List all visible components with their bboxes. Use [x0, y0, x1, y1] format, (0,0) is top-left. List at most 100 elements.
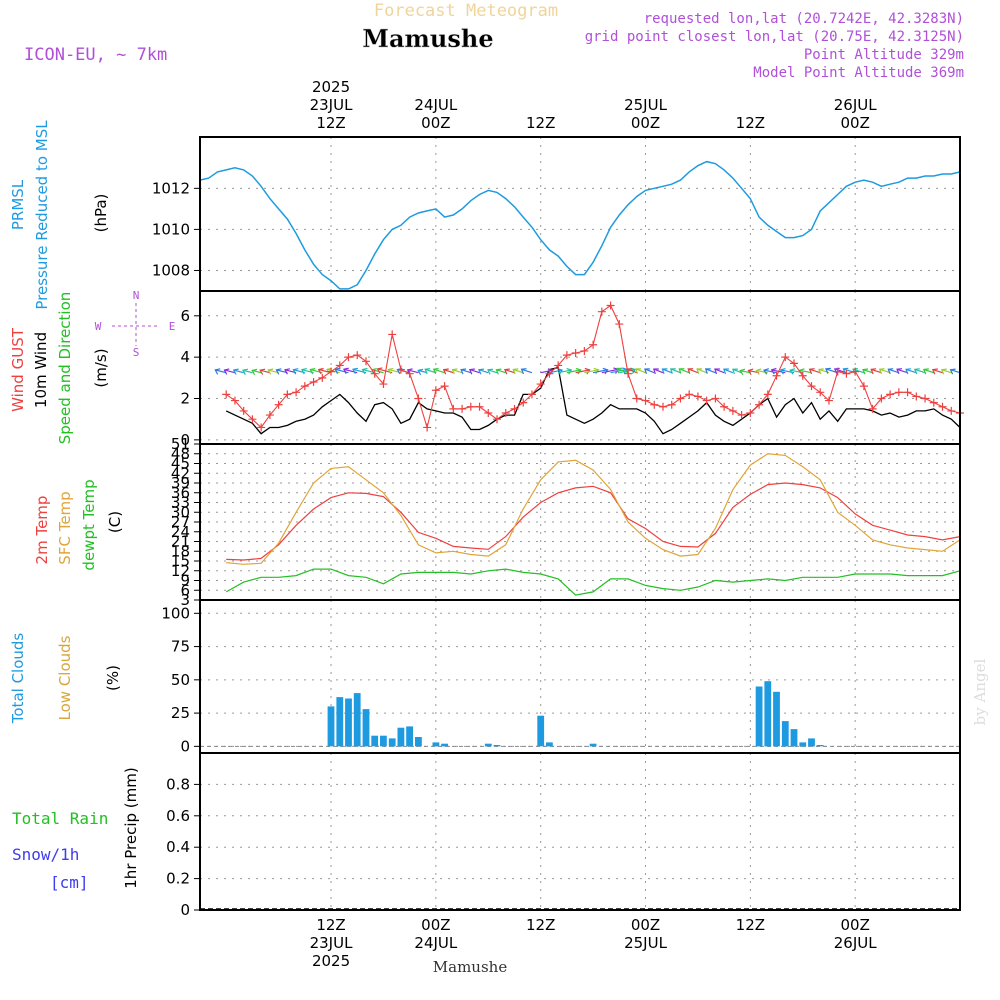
bottom-date-label-5: 26JUL	[834, 934, 877, 952]
wind-arrow-head-66	[789, 368, 796, 375]
gust-marker-74	[868, 404, 877, 413]
wind-arrow-head-39	[575, 367, 582, 375]
gust-marker-5	[265, 411, 274, 420]
gust-marker-77	[894, 388, 903, 397]
wind-direction-arrow-56	[705, 368, 716, 374]
wind-arrow-head-13	[326, 367, 333, 375]
gust-marker-8	[292, 388, 301, 397]
wind-direction-arrow-81	[923, 368, 934, 374]
temp-ytick-label-2: 9	[180, 572, 190, 590]
gust-marker-52	[676, 394, 685, 403]
plot-area: 1008101010120246369121518212427303336394…	[152, 78, 964, 970]
wind-direction-arrow-28	[460, 369, 471, 374]
wind-direction-arrow-33	[504, 369, 515, 374]
wind-arrow-head-26	[442, 368, 449, 375]
gust-marker-79	[912, 392, 921, 401]
gust-marker-71	[842, 369, 851, 378]
gust-label: Wind GUST	[9, 327, 27, 412]
product-title: Forecast Meteogram	[374, 1, 558, 21]
wind-direction-arrow-30	[478, 369, 489, 374]
precip-unit: 1hr Precip (mm)	[122, 767, 140, 888]
wind-direction-arrow-57	[714, 368, 725, 374]
temp-unit: (C)	[106, 511, 124, 533]
gust-marker-68	[816, 388, 825, 397]
gust-marker-73	[859, 382, 868, 391]
precip-labels: Total Rain Snow/1h [cm] 1hr Precip (mm)	[12, 767, 140, 892]
wind-direction-arrow-67	[799, 369, 812, 374]
gust-marker-3	[248, 415, 257, 424]
top-hour-label-4: 12Z	[736, 114, 765, 132]
wind-direction-arrow-74	[862, 369, 873, 374]
wind-direction-arrow-80	[914, 368, 926, 374]
wind-arrow-head-69	[818, 368, 824, 375]
wind-arrow-head-49	[644, 368, 650, 374]
temp-labels: 2m Temp SFC Temp dewpt Temp (C)	[33, 479, 124, 570]
snow-unit: [cm]	[50, 873, 89, 892]
cloud-bar-10	[415, 737, 422, 747]
direction-label: Speed and Direction	[56, 292, 74, 445]
gust-marker-31	[493, 415, 502, 424]
compass-e: E	[169, 320, 176, 333]
wind-direction-arrow-5	[260, 369, 271, 374]
bottom-date-label-0: 23JUL	[310, 934, 353, 952]
pressure-labels: PRMSL Pressure Reduced to MSL (hPa)	[9, 120, 110, 310]
gust-marker-49	[650, 400, 659, 409]
top-hour-label-3: 00Z	[631, 114, 660, 132]
wind-labels: Wind GUST 10m Wind Speed and Direction (…	[9, 289, 175, 444]
temp-ytick-label-9: 30	[171, 503, 190, 521]
wind-arrow-head-57	[714, 368, 720, 375]
gust-marker-26	[449, 404, 458, 413]
wind-arrow-head-7	[275, 368, 282, 375]
gust-marker-38	[554, 361, 563, 370]
wind-arrow-head-50	[652, 368, 659, 375]
wind-direction-arrow-79	[905, 368, 917, 374]
pressure-ytick-label-2: 1012	[152, 179, 190, 197]
cloud-bar-54	[799, 742, 807, 747]
wind-direction-arrow-6	[268, 369, 279, 374]
gust-marker-14	[344, 353, 353, 362]
gust-marker-34	[519, 398, 528, 407]
cloud-bar-6	[380, 735, 387, 747]
bottom-year-label-0: 2025	[312, 952, 350, 970]
wind-arrow-head-10	[301, 368, 307, 375]
bottom-date-label-1: 24JUL	[414, 934, 457, 952]
gust-marker-47	[632, 394, 641, 403]
gust-marker-66	[798, 371, 807, 380]
gust-marker-41	[580, 346, 589, 355]
gust-marker-54	[693, 392, 702, 401]
wind-direction-arrow-49	[644, 368, 655, 374]
wind-direction-arrow-77	[888, 368, 900, 374]
cloud-labels: Total Clouds Low Clouds (%)	[9, 633, 122, 725]
prmsl-label: PRMSL	[9, 179, 27, 230]
sfc-label: SFC Temp	[56, 491, 74, 564]
snow-label: Snow/1h	[12, 845, 79, 864]
wind-ytick-label-2: 4	[180, 348, 190, 366]
wind-ytick-label-3: 6	[180, 307, 190, 325]
cloud-bar-49	[755, 686, 763, 747]
cloud-bar-30	[589, 743, 597, 747]
grid-point-coords: grid point closest lon,lat (20.75E, 42.3…	[585, 29, 964, 45]
point-altitude: Point Altitude 329m	[804, 47, 964, 63]
wind-direction-arrow-31	[487, 369, 498, 374]
wind-arrow-head-11	[309, 368, 316, 375]
wind-direction-arrow-75	[870, 368, 882, 374]
panel-frame-4	[199, 752, 961, 911]
wind-direction-arrow-0	[215, 369, 227, 374]
compass-n: N	[133, 289, 140, 302]
precip-ytick-label-1: 0.2	[166, 870, 190, 888]
clouds-ytick-label-4: 100	[161, 604, 190, 622]
wind-direction-arrow-60	[740, 370, 751, 374]
model-altitude: Model Point Altitude 369m	[753, 65, 964, 81]
gust-marker-83	[947, 406, 956, 415]
wind-direction-arrow-55	[696, 368, 707, 374]
wind-arrow-head-83	[940, 368, 947, 375]
gust-marker-19	[388, 330, 397, 339]
wind-direction-arrow-54	[687, 368, 699, 374]
wind-arrow-head-4	[251, 368, 258, 376]
gust-marker-7	[283, 390, 292, 399]
wind-arrow-head-31	[487, 368, 494, 375]
cloud-bar-5	[371, 735, 379, 747]
wind-arrow-head-6	[267, 368, 274, 375]
wind-arrow-head-38	[566, 368, 573, 375]
wind-arrow-head-64	[770, 367, 777, 375]
